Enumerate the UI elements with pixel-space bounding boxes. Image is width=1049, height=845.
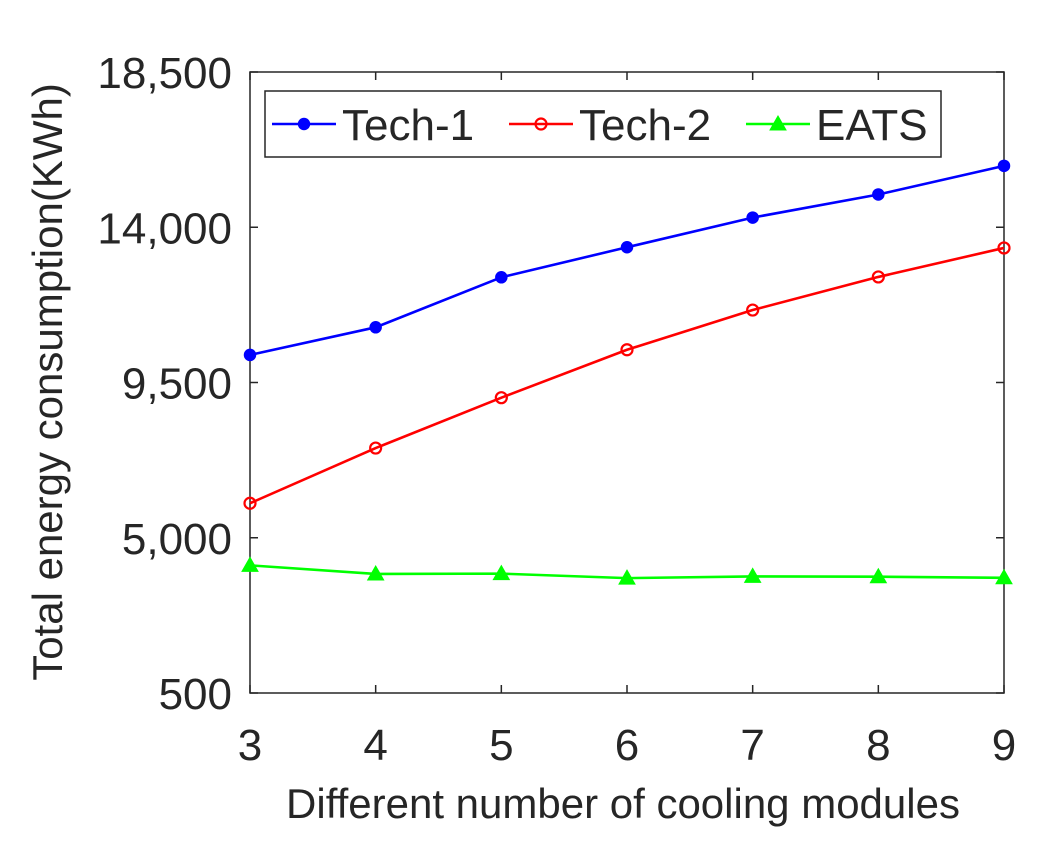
series-layer	[241, 159, 1013, 585]
data-point-tech-2	[243, 496, 257, 510]
legend-box	[264, 90, 942, 158]
data-point-tech-1	[872, 188, 885, 201]
data-point-tech-1	[746, 211, 759, 224]
data-point-tech-1	[243, 348, 257, 362]
data-point-eats	[995, 568, 1013, 585]
x-tick-label: 3	[238, 721, 262, 770]
x-tick-label: 9	[992, 721, 1016, 770]
legend-item-tech-2: Tech-2	[509, 101, 711, 150]
data-point-tech-1	[620, 241, 634, 254]
axis-ticks: 3 4 5 6 7 8 9 500 5,000 9,500 14,000 18,500	[97, 49, 1016, 770]
series-line-tech-2	[249, 246, 1005, 505]
x-tick-label: 6	[615, 721, 639, 770]
legend-label-tech-1: Tech-1	[342, 101, 474, 150]
data-point-tech-2	[871, 270, 885, 284]
data-point-tech-2	[494, 391, 508, 405]
data-point-tech-2	[620, 343, 634, 357]
legend-label-eats: EATS	[816, 101, 928, 150]
y-tick-label: 18,500	[97, 49, 232, 98]
y-tick-label: 500	[159, 670, 232, 719]
data-point-eats	[241, 556, 259, 572]
data-point-eats	[743, 567, 762, 583]
legend: Tech-1 Tech-2 EATS	[264, 90, 942, 158]
legend-marker-tech-2	[534, 117, 548, 131]
y-tick-label: 9,500	[122, 360, 232, 409]
legend-item-tech-1: Tech-1	[272, 101, 474, 150]
y-tick-label: 14,000	[97, 204, 232, 253]
legend-label-tech-2: Tech-2	[579, 101, 711, 150]
series-tech-2	[243, 241, 1011, 510]
data-point-tech-2	[369, 441, 383, 455]
data-point-tech-1	[997, 159, 1011, 173]
data-point-eats	[618, 569, 636, 585]
x-tick-label: 5	[489, 721, 513, 770]
x-axis-title: Different number of cooling modules	[286, 780, 960, 827]
data-point-eats	[366, 564, 385, 581]
plot-area	[249, 71, 1005, 694]
x-tick-label: 4	[363, 721, 387, 770]
data-point-eats	[869, 567, 888, 584]
data-point-eats	[492, 564, 511, 581]
x-tick-label: 8	[866, 721, 890, 770]
series-eats	[241, 556, 1013, 585]
y-tick-label: 5,000	[122, 515, 232, 564]
legend-marker-eats	[769, 114, 787, 131]
x-tick-label: 7	[740, 721, 764, 770]
series-tech-1	[243, 159, 1011, 362]
data-point-tech-1	[369, 321, 382, 334]
legend-marker-tech-1	[297, 117, 311, 131]
data-point-tech-2	[997, 241, 1011, 255]
data-point-tech-2	[746, 303, 760, 317]
data-point-tech-1	[495, 271, 508, 284]
legend-item-eats: EATS	[746, 101, 928, 150]
y-axis-title: Total energy consumption(KWh)	[24, 83, 71, 681]
